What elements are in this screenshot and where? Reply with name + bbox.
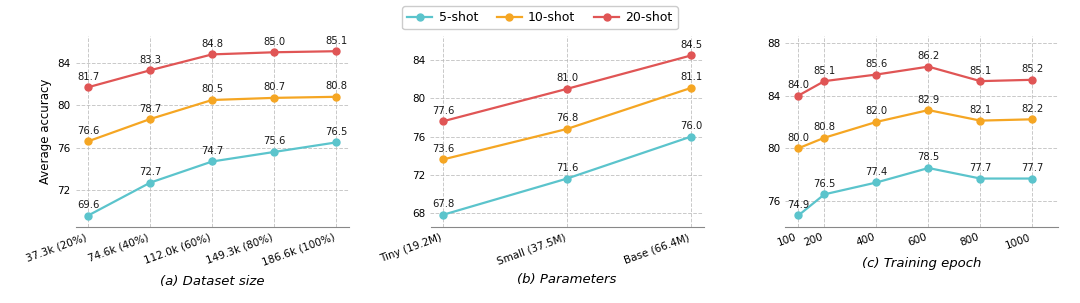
Text: 76.0: 76.0 xyxy=(680,121,702,131)
Text: 81.1: 81.1 xyxy=(680,72,702,82)
Text: 67.8: 67.8 xyxy=(432,199,454,209)
Text: 82.2: 82.2 xyxy=(1022,104,1043,114)
Text: 74.9: 74.9 xyxy=(787,200,810,210)
Text: 85.1: 85.1 xyxy=(325,36,348,46)
Text: 77.7: 77.7 xyxy=(969,163,991,173)
Text: 80.8: 80.8 xyxy=(813,122,836,132)
Text: 78.5: 78.5 xyxy=(917,152,940,162)
Text: 84.0: 84.0 xyxy=(787,80,809,90)
Text: 82.9: 82.9 xyxy=(917,95,940,105)
Text: 81.7: 81.7 xyxy=(77,72,99,82)
Text: 75.6: 75.6 xyxy=(262,136,285,146)
Text: 76.8: 76.8 xyxy=(556,113,578,123)
Text: 80.8: 80.8 xyxy=(325,81,347,91)
Text: 80.5: 80.5 xyxy=(201,85,224,95)
Text: 77.4: 77.4 xyxy=(865,167,888,177)
Text: 83.3: 83.3 xyxy=(139,55,161,65)
Text: 78.7: 78.7 xyxy=(139,104,161,114)
Text: 71.6: 71.6 xyxy=(556,163,578,173)
Text: 85.2: 85.2 xyxy=(1022,64,1043,74)
Text: 80.0: 80.0 xyxy=(787,133,809,143)
Text: 69.6: 69.6 xyxy=(77,200,99,210)
Text: 76.5: 76.5 xyxy=(325,127,348,137)
Text: 80.7: 80.7 xyxy=(264,82,285,92)
Y-axis label: Average accuracy: Average accuracy xyxy=(39,79,52,185)
Text: 85.1: 85.1 xyxy=(813,65,836,75)
Text: 85.0: 85.0 xyxy=(264,37,285,47)
X-axis label: (a) Dataset size: (a) Dataset size xyxy=(160,275,265,288)
Text: 74.7: 74.7 xyxy=(201,146,224,156)
Text: 85.6: 85.6 xyxy=(865,59,888,69)
Text: 77.6: 77.6 xyxy=(432,106,454,116)
Text: 86.2: 86.2 xyxy=(917,51,940,61)
Text: 84.8: 84.8 xyxy=(201,39,224,49)
Text: 85.1: 85.1 xyxy=(969,65,991,75)
Text: 77.7: 77.7 xyxy=(1022,163,1043,173)
X-axis label: (b) Parameters: (b) Parameters xyxy=(517,273,617,286)
X-axis label: (c) Training epoch: (c) Training epoch xyxy=(862,257,982,270)
Text: 84.5: 84.5 xyxy=(680,40,702,50)
Text: 81.0: 81.0 xyxy=(556,73,578,83)
Text: 72.7: 72.7 xyxy=(139,167,161,177)
Text: 76.6: 76.6 xyxy=(77,126,99,136)
Legend: 5-shot, 10-shot, 20-shot: 5-shot, 10-shot, 20-shot xyxy=(403,6,677,29)
Text: 73.6: 73.6 xyxy=(432,144,454,154)
Text: 82.1: 82.1 xyxy=(969,105,991,115)
Text: 76.5: 76.5 xyxy=(813,179,836,189)
Text: 82.0: 82.0 xyxy=(865,106,888,116)
